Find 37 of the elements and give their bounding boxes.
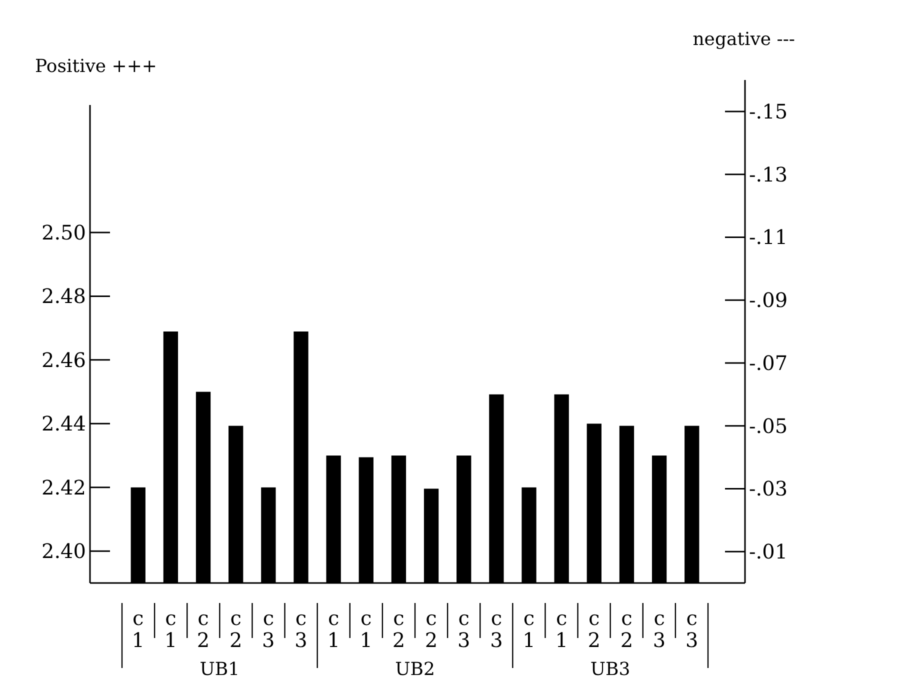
y2-tick-label: -.13 [749, 162, 788, 186]
y2-tick-label: -.09 [749, 288, 788, 312]
x-tick-label: c3 [457, 606, 470, 652]
y-tick-label: 2.48 [41, 284, 86, 308]
x-tick-label: c3 [262, 606, 275, 652]
y2-tick-label: -.01 [749, 540, 788, 564]
x-tick-label: c2 [229, 606, 242, 652]
y2-tick-label: -.11 [749, 225, 788, 250]
text: UB2 [395, 659, 435, 680]
y2-axis-title: negative --- [692, 29, 795, 50]
y-tick-label: 2.40 [41, 539, 86, 564]
x-tick-label: c3 [652, 606, 666, 652]
x-tick-label: c2 [424, 606, 438, 652]
y-tick-label: 2.42 [41, 475, 86, 500]
x-tick-label: c1 [132, 606, 144, 652]
text: UB1 [200, 659, 240, 680]
x-tick-label: c2 [588, 606, 601, 652]
x-tick-label: c2 [620, 606, 634, 652]
y2-tick-label: -.05 [749, 414, 788, 438]
text: UB3 [590, 659, 630, 680]
y2-tick-label: -.15 [749, 99, 788, 124]
y2-tick-label: -.03 [749, 476, 788, 501]
x-tick-label: c3 [490, 606, 503, 652]
x-tick-label: c1 [327, 606, 340, 652]
x-tick-label: c3 [294, 606, 308, 652]
x-tick-label: c1 [555, 606, 568, 652]
y-tick-label: 2.44 [41, 412, 86, 436]
y-tick-label: 2.50 [41, 220, 86, 244]
x-tick-label: c1 [360, 606, 373, 652]
x-tick-label: c1 [522, 606, 536, 652]
x-tick-label: c3 [686, 606, 698, 652]
y-axis-title: Positive +++ [35, 56, 157, 77]
x-tick-label: c2 [196, 606, 210, 652]
x-tick-label: c1 [164, 606, 178, 652]
y-tick-label: 2.46 [41, 348, 86, 372]
x-tick-label: c2 [392, 606, 406, 652]
y2-tick-label: -.07 [749, 350, 788, 375]
